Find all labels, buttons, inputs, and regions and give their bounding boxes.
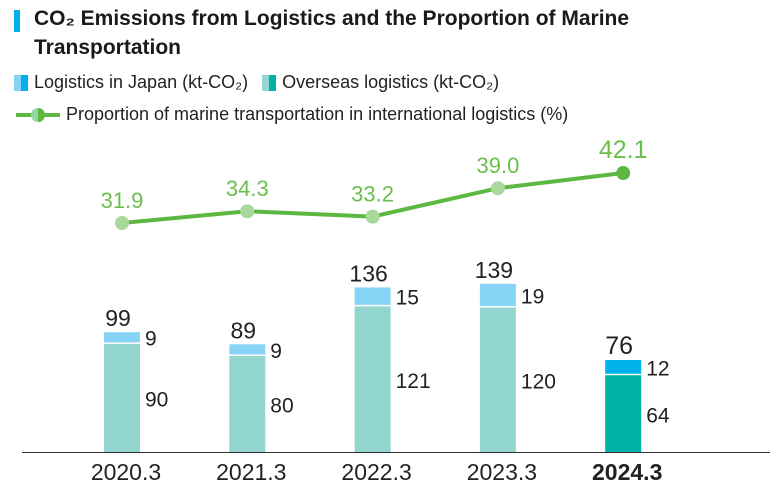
x-tick-label: 2023.3 — [467, 459, 537, 485]
legend-swatch-marine — [16, 107, 60, 122]
data-label-japan: 19 — [521, 285, 544, 308]
x-tick-label: 2022.3 — [341, 459, 411, 485]
x-tick-label: 2020.3 — [91, 459, 161, 485]
data-label-total: 99 — [105, 305, 131, 331]
line-point-2023.3 — [490, 181, 505, 196]
bar-japan-2020.3 — [104, 332, 140, 344]
legend-row-1: Logistics in Japan (kt-CO₂) Overseas log… — [14, 72, 513, 93]
x-tick-label: 2024.3 — [592, 459, 662, 485]
bar-overseas-2020.3 — [104, 343, 140, 452]
legend-item-marine: Proportion of marine transportation in i… — [14, 104, 568, 125]
data-label-total: 139 — [475, 257, 513, 283]
line-point-2022.3 — [365, 209, 380, 224]
bar-overseas-2021.3 — [229, 355, 266, 452]
data-label-overseas: 80 — [270, 395, 293, 418]
data-label-japan: 9 — [270, 340, 282, 363]
data-label-total: 136 — [349, 260, 387, 286]
bar-overseas-2024.3 — [605, 374, 642, 452]
bar-japan-2023.3 — [479, 283, 516, 307]
legend-label-overseas: Overseas logistics (kt-CO₂) — [282, 72, 500, 92]
legend-swatch-japan — [14, 74, 28, 91]
data-label-overseas: 120 — [521, 370, 556, 393]
data-label-japan: 9 — [145, 328, 157, 351]
legend-label-japan: Logistics in Japan (kt-CO₂) — [34, 72, 249, 92]
data-label-overseas: 64 — [646, 404, 670, 427]
legend-item-overseas: Overseas logistics (kt-CO₂) — [262, 72, 499, 93]
legend-label-marine: Proportion of marine transportation in i… — [66, 104, 569, 124]
bar-overseas-2023.3 — [479, 306, 516, 452]
line-value-label: 34.3 — [226, 176, 269, 201]
line-value-label: 42.1 — [599, 136, 648, 164]
data-label-overseas: 90 — [145, 389, 168, 412]
data-label-japan: 15 — [396, 287, 419, 310]
line-point-2021.3 — [240, 204, 255, 219]
legend-row-2: Proportion of marine transportation in i… — [14, 104, 582, 125]
line-point-2020.3 — [115, 216, 129, 230]
legend-item-japan: Logistics in Japan (kt-CO₂) — [14, 72, 248, 93]
line-value-label: 39.0 — [476, 153, 519, 178]
x-tick-label: 2021.3 — [216, 459, 286, 485]
bar-japan-2024.3 — [605, 360, 642, 375]
legend-swatch-overseas — [262, 74, 277, 91]
data-label-total: 76 — [605, 332, 633, 360]
data-label-overseas: 121 — [396, 370, 431, 393]
bar-japan-2022.3 — [354, 287, 391, 306]
line-point-2024.3 — [616, 166, 631, 181]
title-accent-bar — [14, 10, 20, 32]
chart-title: CO₂ Emissions from Logistics and the Pro… — [34, 7, 630, 59]
data-label-total: 89 — [231, 317, 257, 343]
bar-overseas-2022.3 — [354, 305, 391, 452]
line-value-label: 31.9 — [101, 188, 144, 213]
line-value-label: 33.2 — [351, 182, 394, 207]
chart-title-block: CO₂ Emissions from Logistics and the Pro… — [14, 4, 774, 62]
data-label-japan: 12 — [646, 357, 669, 380]
bar-japan-2021.3 — [229, 344, 266, 356]
